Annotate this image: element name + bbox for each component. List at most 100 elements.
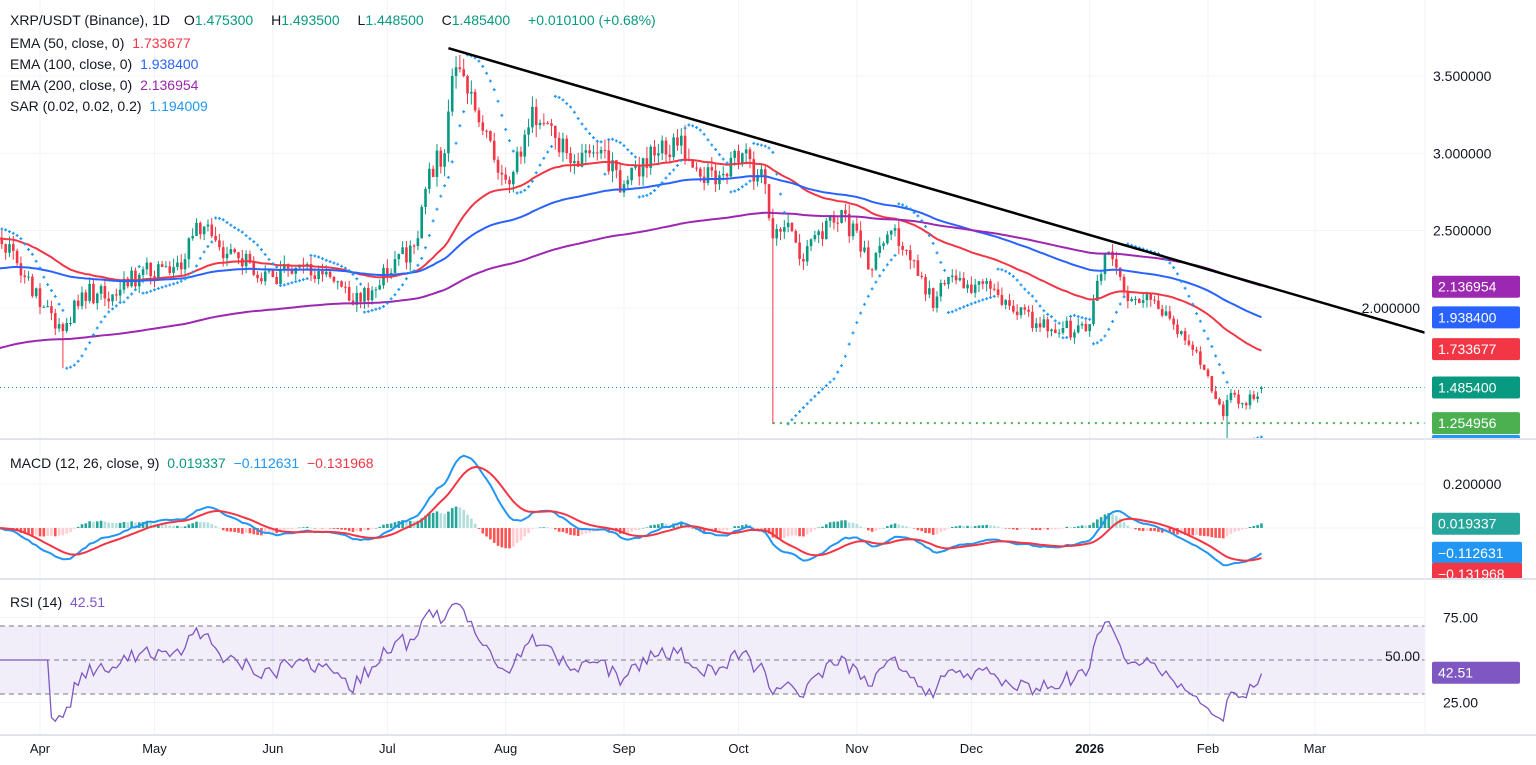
macd-histogram-bar — [305, 526, 309, 528]
sar-dot — [340, 264, 344, 268]
macd-histogram-bar — [195, 521, 198, 528]
macd-histogram-bar — [1202, 528, 1206, 537]
candle-body — [1050, 329, 1053, 332]
sar-dot — [30, 252, 34, 256]
legend-ema50[interactable]: EMA (50, close, 0) 1.733677 — [10, 33, 212, 54]
sar-dot — [382, 304, 386, 308]
macd-histogram-bar — [1206, 528, 1210, 537]
sar-dot — [1080, 316, 1084, 320]
sar-dot — [111, 307, 115, 311]
macd-legend[interactable]: MACD (12, 26, close, 9) 0.019337 −0.1126… — [10, 453, 378, 474]
candle-body — [76, 300, 80, 307]
rsi-legend[interactable]: RSI (14) 42.51 — [10, 592, 109, 613]
macd-histogram-bar — [1137, 528, 1141, 531]
candle-body — [176, 262, 179, 268]
macd-histogram-bar — [569, 528, 572, 535]
candle-body — [324, 271, 328, 275]
candle-body — [657, 153, 660, 156]
sar-dot — [1175, 272, 1179, 276]
sar-dot — [633, 155, 637, 159]
candle-body — [336, 281, 340, 283]
candle-body — [519, 151, 523, 157]
macd-histogram-bar — [832, 521, 836, 528]
tag-background — [1432, 435, 1520, 438]
macd-histogram-bar — [496, 528, 500, 546]
candle-body — [752, 159, 756, 182]
sar-dot — [324, 258, 328, 262]
candle-body — [588, 150, 591, 154]
candle-body — [802, 259, 805, 262]
macd-histogram-bar — [977, 525, 981, 528]
macd-histogram-bar — [1015, 528, 1019, 530]
candle-body — [401, 247, 404, 255]
sar-dot — [698, 128, 702, 132]
macd-histogram-bar — [981, 525, 985, 528]
candle-body — [1260, 387, 1263, 390]
sar-dot — [34, 259, 38, 263]
macd-pane[interactable] — [0, 454, 1263, 567]
candle-body — [622, 184, 626, 193]
sar-dot — [1011, 274, 1015, 278]
sar-dot — [1008, 271, 1012, 275]
candle-body — [607, 150, 611, 172]
macd-histogram-bar — [324, 528, 328, 529]
candle-body — [817, 231, 820, 236]
tag-background — [1432, 562, 1522, 578]
sar-dot — [725, 161, 729, 165]
candle-body — [405, 247, 408, 263]
sar-dot — [275, 265, 279, 269]
macd-histogram-bar — [847, 522, 851, 528]
sar-dot — [924, 225, 928, 229]
sar-dot — [88, 341, 92, 345]
sar-dot — [1233, 443, 1236, 446]
sar-dot — [286, 282, 290, 286]
candle-body — [595, 152, 599, 154]
macd-histogram-bar — [168, 525, 172, 528]
macd-histogram-bar — [424, 515, 427, 528]
legend-ema200[interactable]: EMA (200, close, 0) 2.136954 — [10, 75, 212, 96]
legend-ema100[interactable]: EMA (100, close, 0) 1.938400 — [10, 54, 212, 75]
sar-dot — [1072, 313, 1076, 317]
sar-dot — [214, 216, 218, 220]
candle-body — [515, 151, 519, 172]
candle-body — [668, 154, 672, 158]
sar-dot — [332, 261, 336, 265]
macd-histogram-bar — [366, 528, 370, 530]
price-pane[interactable] — [0, 46, 1441, 447]
rsi-pane[interactable] — [0, 602, 1425, 723]
macd-signal-value: −0.131968 — [307, 455, 374, 471]
macd-histogram-bar — [573, 528, 576, 536]
candle-body — [416, 238, 420, 247]
candle-body — [908, 250, 912, 261]
macd-histogram-bar — [378, 526, 382, 528]
macd-histogram-bar — [794, 528, 798, 536]
sar-dot — [69, 365, 73, 369]
indicator-legend: EMA (50, close, 0) 1.733677 EMA (100, cl… — [10, 33, 212, 117]
macd-histogram-bar — [1019, 528, 1023, 530]
sar-dot — [1191, 302, 1195, 306]
candle-body — [729, 157, 733, 177]
sar-dot — [771, 150, 775, 154]
legend-sar[interactable]: SAR (0.02, 0.02, 0.2) 1.194009 — [10, 96, 212, 117]
macd-histogram-bar — [512, 528, 515, 547]
macd-histogram-bar — [1012, 528, 1015, 530]
candle-body — [886, 234, 889, 244]
sar-dot — [527, 185, 531, 189]
macd-histogram-bar — [1168, 528, 1172, 534]
sar-dot — [920, 219, 924, 223]
candle-body — [1069, 320, 1072, 338]
candle-body — [1252, 394, 1256, 400]
macd-histogram-bar — [80, 524, 84, 528]
candle-body — [1237, 394, 1240, 404]
candle-body — [233, 249, 236, 253]
candle-body — [1004, 300, 1008, 305]
macd-histogram-bar — [1008, 528, 1011, 529]
macd-histogram-bar — [538, 527, 542, 528]
sar-dot — [862, 302, 866, 306]
macd-histogram-bar — [783, 528, 786, 538]
candle-body — [798, 242, 801, 260]
sar-dot — [603, 172, 607, 176]
macd-histogram-bar — [393, 522, 397, 528]
macd-histogram-bar — [630, 528, 633, 532]
